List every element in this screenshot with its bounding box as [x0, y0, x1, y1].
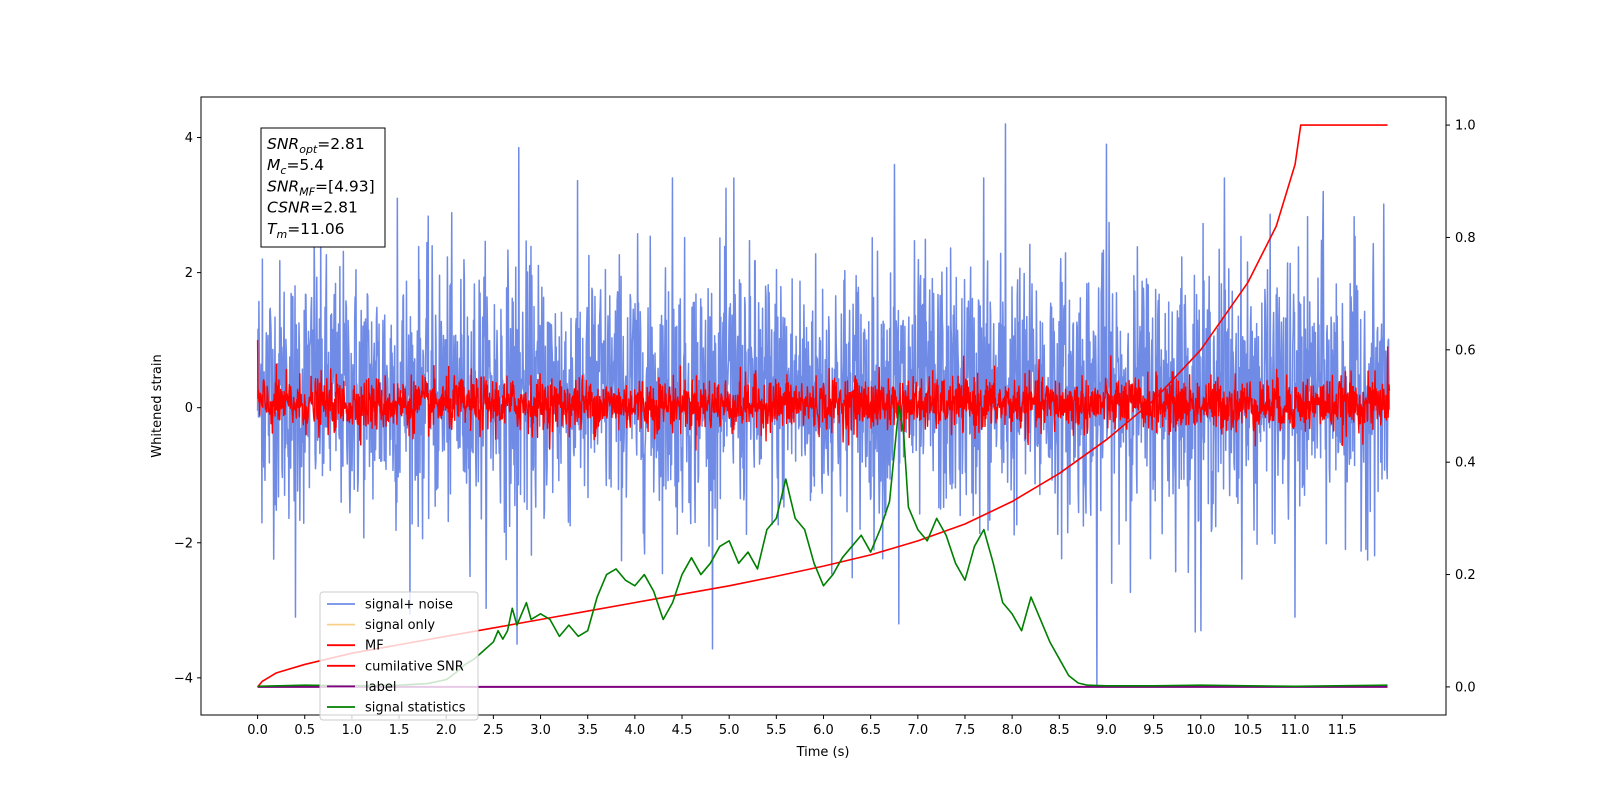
- y-axis-left: −4 −2 0 2 4: [174, 131, 201, 686]
- annotation-value: =[4.93]: [315, 177, 375, 195]
- annotation-line: Tm=11.06: [267, 220, 345, 241]
- y-tick-label: 0: [185, 401, 193, 416]
- x-tick-label: 8.5: [1049, 723, 1070, 738]
- x-axis: 0.0 0.5 1.0 1.5 2.0 2.5 3.0 3.5 4.0 4.5 5.0 5.5 6.0 6…: [247, 715, 1357, 738]
- annotation-subscript: m: [276, 228, 287, 241]
- y2-tick-label: 0.6: [1455, 343, 1476, 358]
- annotation-symbol: T: [267, 220, 278, 238]
- annotation-subscript: c: [280, 164, 286, 177]
- legend-label: label: [365, 680, 396, 695]
- x-tick-label: 3.0: [530, 723, 551, 738]
- annotation-value: =11.06: [287, 220, 344, 238]
- annotation-subscript: MF: [299, 185, 315, 198]
- legend-label: MF: [365, 639, 384, 654]
- x-tick-label: 11.0: [1281, 723, 1310, 738]
- x-tick-label: 5.5: [766, 723, 787, 738]
- annotation-frame: [260, 127, 386, 248]
- y2-tick-label: 0.4: [1455, 456, 1476, 471]
- annotation-symbol: SNR: [267, 177, 299, 195]
- annotation-line: Mc=5.4: [267, 156, 324, 177]
- x-tick-label: 9.5: [1143, 723, 1164, 738]
- annotation-value: =2.81: [317, 135, 365, 153]
- y2-tick-label: 0.8: [1455, 231, 1476, 246]
- x-tick-label: 0.0: [247, 723, 268, 738]
- y-tick-label: 2: [185, 266, 193, 281]
- x-tick-label: 6.0: [813, 723, 834, 738]
- x-tick-label: 9.0: [1096, 723, 1117, 738]
- legend: signal+ noise signal only MF cumilative SNR…: [319, 591, 479, 721]
- x-tick-label: 10.0: [1186, 723, 1215, 738]
- y-axis-label: Whitened strain: [150, 354, 165, 457]
- x-tick-label: 6.5: [860, 723, 881, 738]
- annotation-symbol: CSNR: [267, 199, 310, 217]
- annotation-line: SNRopt=2.81: [267, 135, 365, 156]
- x-tick-label: 0.5: [294, 723, 315, 738]
- legend-label: signal statistics: [365, 701, 466, 716]
- y-axis-right: 0.0 0.2 0.4 0.6 0.8 1.0: [1446, 119, 1476, 695]
- annotation-box: SNRopt=2.81Mc=5.4SNRMF=[4.93]CSNR=2.81Tm…: [260, 127, 386, 248]
- annotation-line: SNRMF=[4.93]: [267, 177, 375, 198]
- y-tick-label: −4: [174, 671, 193, 686]
- annotation-value: =2.81: [310, 199, 358, 217]
- y2-tick-label: 1.0: [1455, 119, 1476, 134]
- legend-label: signal+ noise: [365, 598, 453, 613]
- x-tick-label: 4.0: [625, 723, 646, 738]
- y2-tick-label: 0.2: [1455, 568, 1476, 583]
- x-tick-label: 7.0: [907, 723, 928, 738]
- legend-label: cumilative SNR: [365, 659, 464, 674]
- x-tick-label: 2.0: [436, 723, 457, 738]
- legend-frame: [319, 591, 479, 721]
- annotation-subscript: opt: [299, 143, 318, 156]
- annotation-symbol: SNR: [267, 135, 299, 153]
- x-tick-label: 11.5: [1328, 723, 1357, 738]
- legend-label: signal only: [365, 618, 435, 633]
- x-tick-label: 5.0: [719, 723, 740, 738]
- x-tick-label: 8.0: [1002, 723, 1023, 738]
- annotation-line: CSNR=2.81: [267, 199, 358, 217]
- x-tick-label: 3.5: [577, 723, 598, 738]
- y2-tick-label: 0.0: [1455, 680, 1476, 695]
- y-tick-label: −2: [174, 536, 193, 551]
- x-tick-label: 2.5: [483, 723, 504, 738]
- annotation-symbol: M: [267, 156, 280, 174]
- x-tick-label: 7.5: [955, 723, 976, 738]
- annotation-value: =5.4: [286, 156, 324, 174]
- x-tick-label: 10.5: [1233, 723, 1262, 738]
- series-line-signal-statistics: [257, 405, 1388, 688]
- y-tick-label: 4: [185, 131, 193, 146]
- x-tick-label: 1.5: [389, 723, 410, 738]
- x-tick-label: 1.0: [342, 723, 363, 738]
- x-axis-label: Time (s): [796, 745, 850, 760]
- series-line-mf: [256, 340, 1391, 451]
- x-tick-label: 4.5: [672, 723, 693, 738]
